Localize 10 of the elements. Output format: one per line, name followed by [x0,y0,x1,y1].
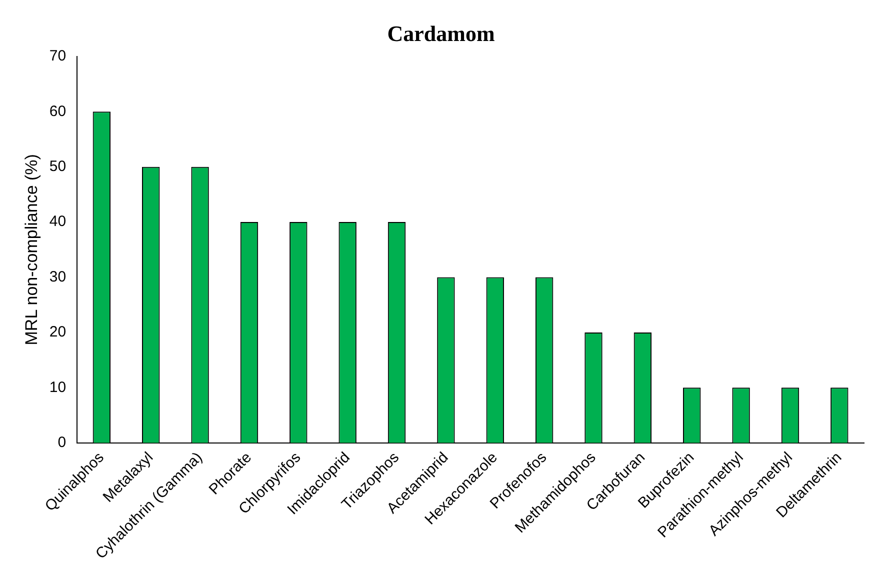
chart-title: Cardamom [387,20,495,46]
y-tick-label: 50 [49,158,66,175]
y-tick-label: 20 [49,324,66,341]
y-tick-label: 70 [49,48,66,65]
y-axis-title: MRL non-compliance (%) [22,154,41,346]
y-tick-label: 30 [49,268,66,286]
y-tick-label: 10 [49,378,66,396]
y-tick-label: 40 [49,213,66,230]
y-tick-label: 60 [49,102,66,120]
y-tick-label: 0 [58,434,66,452]
